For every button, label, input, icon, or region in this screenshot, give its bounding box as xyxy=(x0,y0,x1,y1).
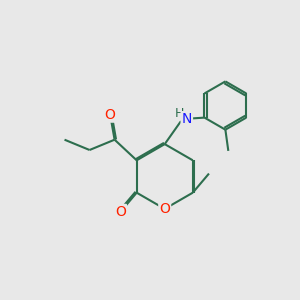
Text: O: O xyxy=(105,108,116,122)
Text: N: N xyxy=(182,112,192,126)
Text: O: O xyxy=(159,202,170,216)
Text: H: H xyxy=(175,107,184,120)
Text: O: O xyxy=(115,205,126,219)
